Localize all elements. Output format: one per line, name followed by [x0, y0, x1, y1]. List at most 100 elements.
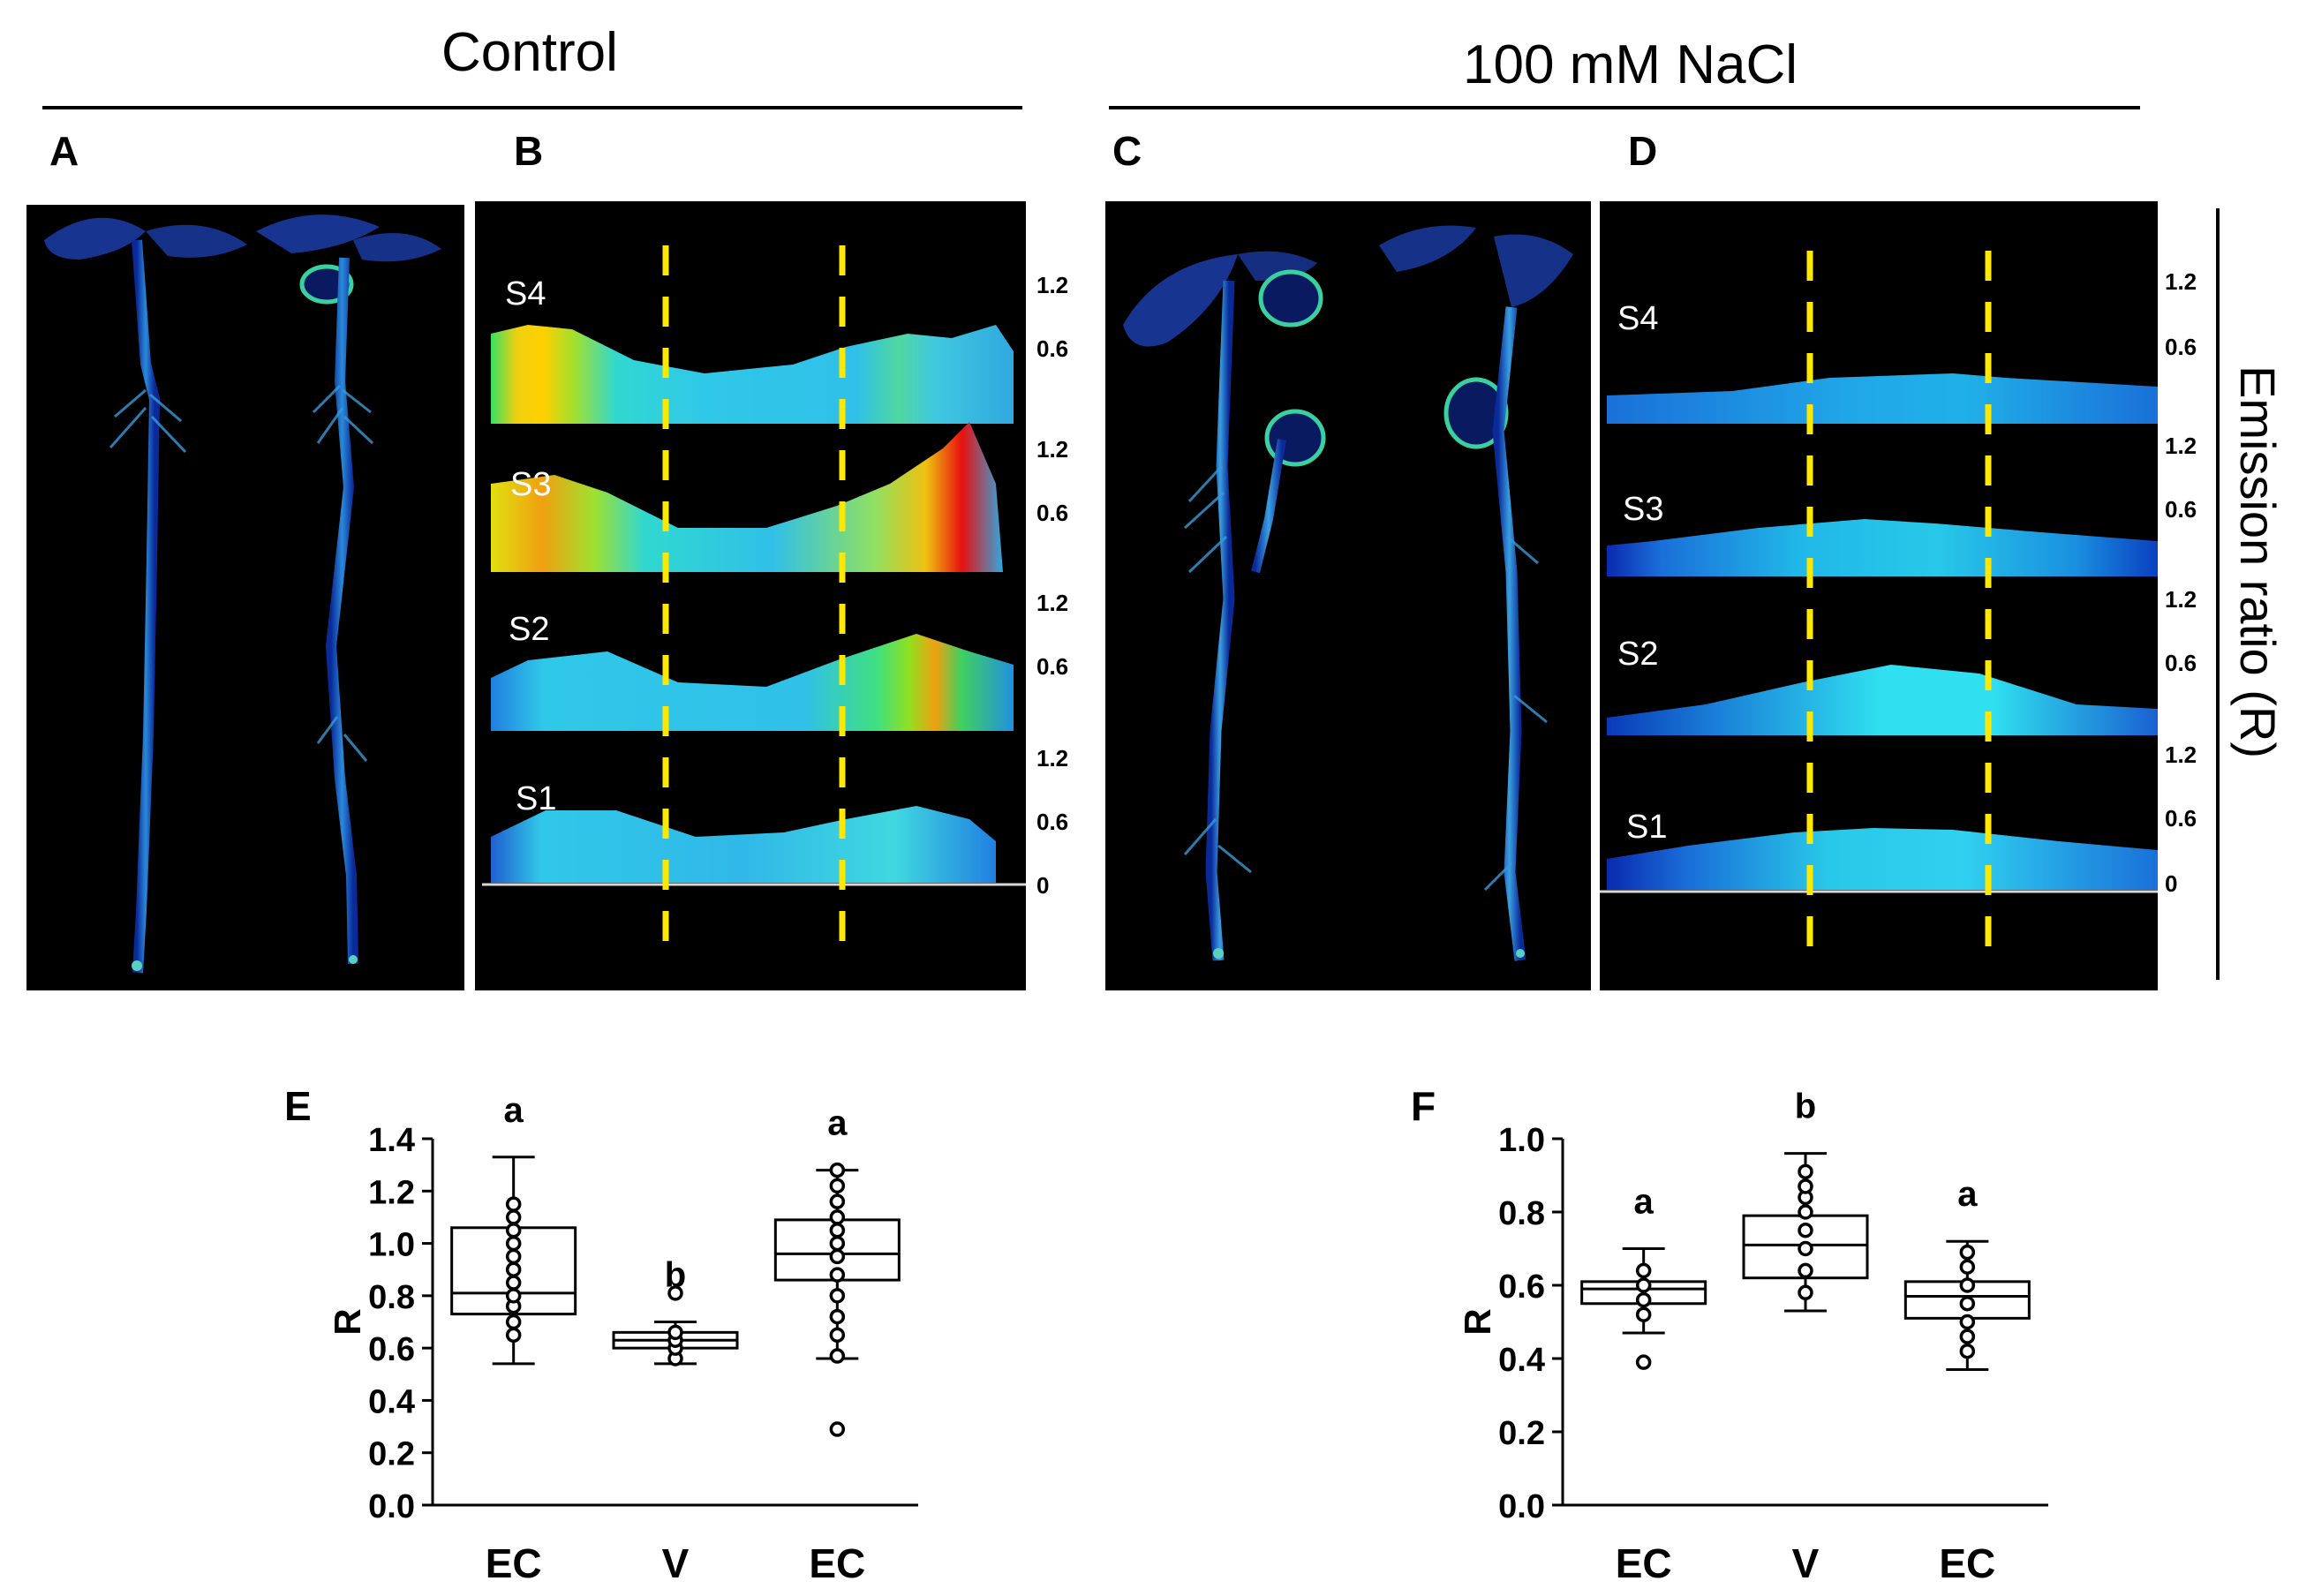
e-point-0-6 [505, 1248, 522, 1265]
f-category-2: EC [1939, 1540, 1995, 1586]
profile-label-s1-control: S1 [516, 780, 557, 817]
tick-12-s4-control: 1.2 [1036, 272, 1069, 298]
e-ytick-label-5: 1.0 [368, 1227, 415, 1264]
f-point-1-0 [1798, 1284, 1813, 1301]
f-category-1: V [1792, 1540, 1820, 1586]
e-point-1-3 [667, 1324, 683, 1341]
e-point-2-5 [829, 1267, 846, 1283]
panel-label-d: D [1628, 128, 1658, 174]
seedling-drawing-nacl [1123, 225, 1573, 961]
profile-label-s4-control: S4 [505, 275, 546, 312]
tick-06-s1-nacl: 0.6 [2165, 805, 2197, 832]
profile-label-s2-control: S2 [509, 611, 550, 648]
f-ytick-label-0: 0.0 [1498, 1488, 1545, 1525]
profile-label-s3-nacl: S3 [1623, 491, 1664, 528]
tick-12-s4-nacl: 1.2 [2165, 268, 2197, 295]
f-point-2-2 [1959, 1314, 1976, 1330]
e-point-0-0 [505, 1327, 522, 1344]
e-point-0-4 [505, 1275, 522, 1291]
tick-06-s1-control: 0.6 [1036, 809, 1069, 835]
e-point-2-12 [829, 1162, 846, 1178]
tick-12-s3-nacl: 1.2 [2165, 433, 2197, 459]
f-point-0-1 [1635, 1306, 1652, 1322]
f-point-0-0 [1635, 1354, 1652, 1370]
boxplot-f: 0.0 0.2 0.4 0.6 0.8 1.0 Ra EC b Va EC [1457, 1088, 2048, 1586]
f-ytick-label-1: 0.2 [1498, 1415, 1545, 1452]
e-letter-1: b [665, 1256, 686, 1295]
e-point-2-6 [829, 1248, 846, 1265]
seedling-image-nacl [1105, 201, 1591, 990]
f-point-2-0 [1959, 1343, 1976, 1359]
tick-12-s2-control: 1.2 [1036, 590, 1069, 616]
e-point-0-3 [505, 1288, 522, 1304]
tick-12-s1-control: 1.2 [1036, 745, 1069, 772]
seedling-drawing-control [44, 215, 441, 974]
f-point-0-4 [1635, 1262, 1652, 1279]
nacl-title: 100 mM NaCl [1463, 34, 1798, 95]
tick-06-s4-nacl: 0.6 [2165, 334, 2197, 360]
e-point-2-9 [829, 1209, 846, 1225]
f-point-0-3 [1635, 1277, 1652, 1293]
control-title: Control [441, 22, 618, 83]
f-point-1-7 [1798, 1163, 1813, 1180]
tick-12-s3-control: 1.2 [1036, 436, 1069, 463]
f-ytick-label-5: 1.0 [1498, 1122, 1545, 1159]
f-point-2-6 [1959, 1244, 1976, 1261]
e-letter-0: a [504, 1091, 524, 1130]
e-point-2-8 [829, 1223, 846, 1238]
f-ytick-label-3: 0.6 [1498, 1269, 1545, 1306]
e-point-1-4 [667, 1285, 683, 1301]
seedling-image-control [26, 205, 464, 990]
e-ytick-label-1: 0.2 [368, 1436, 415, 1473]
panel-label-e: E [284, 1083, 312, 1129]
e-point-2-7 [829, 1235, 846, 1252]
e-ytick-label-4: 0.8 [368, 1279, 415, 1316]
e-point-2-1 [829, 1348, 846, 1364]
profile-panel-nacl: S4 S3 S2 S1 [1600, 201, 2158, 990]
f-point-1-1 [1798, 1262, 1813, 1279]
panel-label-f: F [1411, 1083, 1436, 1129]
e-point-2-3 [829, 1308, 846, 1325]
profile-drawing-nacl [1600, 251, 2158, 952]
e-point-0-5 [505, 1261, 522, 1277]
f-ylabel: R [1457, 1308, 1498, 1335]
tick-12-s1-nacl: 1.2 [2165, 742, 2197, 768]
e-letter-2: a [827, 1104, 848, 1143]
tick-06-s3-nacl: 0.6 [2165, 496, 2197, 523]
e-point-0-7 [505, 1235, 522, 1252]
control-divider [42, 106, 1022, 109]
emission-axis-line [2216, 208, 2220, 980]
profile-drawing-control [482, 245, 1026, 952]
profile-label-s3-control: S3 [510, 466, 552, 503]
f-letter-2: a [1957, 1175, 1978, 1214]
tick-0-control: 0 [1036, 872, 1050, 899]
profile-panel-control: S4 S3 S2 S1 [475, 201, 1026, 990]
e-ytick-label-6: 1.2 [368, 1174, 415, 1211]
profile-label-s1-nacl: S1 [1626, 809, 1668, 846]
panel-label-c: C [1112, 128, 1142, 174]
emission-axis-label: Emission ratio (R) [2230, 365, 2286, 758]
e-point-2-11 [829, 1178, 846, 1194]
tick-06-s2-control: 0.6 [1036, 653, 1069, 680]
e-ytick-label-2: 0.4 [368, 1383, 415, 1420]
f-letter-0: a [1634, 1183, 1655, 1222]
f-point-0-2 [1635, 1291, 1652, 1308]
boxplot-e: 0.0 0.2 0.4 0.6 0.8 1.0 1.2 1.4 Ra EC b Va EC [327, 1091, 918, 1586]
f-ytick-label-4: 0.8 [1498, 1195, 1545, 1232]
e-ytick-label-0: 0.0 [368, 1488, 415, 1525]
e-point-2-0 [829, 1421, 846, 1437]
f-point-2-5 [1959, 1259, 1976, 1275]
panel-label-a: A [49, 128, 79, 174]
tick-06-s4-control: 0.6 [1036, 335, 1069, 362]
f-point-1-2 [1798, 1240, 1813, 1257]
e-ytick-label-3: 0.6 [368, 1331, 415, 1368]
f-category-0: EC [1616, 1540, 1672, 1586]
tick-12-s2-nacl: 1.2 [2165, 586, 2197, 613]
f-ytick-label-2: 0.4 [1498, 1342, 1545, 1379]
f-point-1-4 [1798, 1204, 1813, 1220]
nacl-divider [1109, 106, 2140, 109]
profile-label-s4-nacl: S4 [1617, 300, 1659, 337]
e-category-1: V [662, 1540, 690, 1586]
tick-06-s2-nacl: 0.6 [2165, 650, 2197, 676]
e-category-0: EC [486, 1540, 542, 1586]
